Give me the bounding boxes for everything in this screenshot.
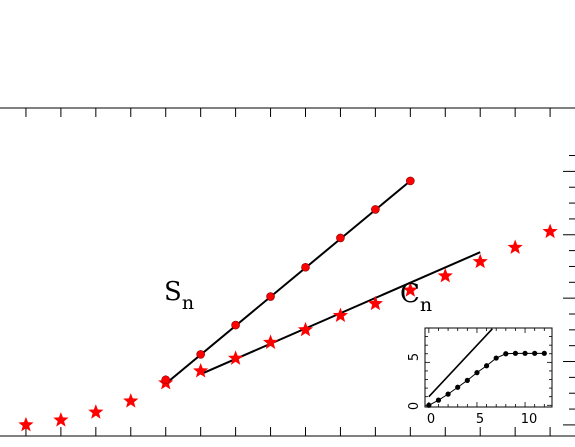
- star-marker: [367, 295, 383, 311]
- inset-tick-labels: 0 5 10 0 5: [407, 353, 537, 427]
- inset-circle-marker: [483, 363, 490, 369]
- annotation-s-sub: n: [182, 292, 194, 314]
- star-marker: [402, 282, 418, 297]
- star-marker: [18, 416, 34, 432]
- star-marker: [437, 267, 453, 283]
- inset-circle-marker: [464, 377, 470, 383]
- circle-marker: [371, 205, 380, 214]
- star-marker: [262, 334, 279, 349]
- star-marker: [88, 404, 104, 419]
- inset-ticks: [425, 328, 552, 407]
- star-marker: [123, 393, 139, 408]
- inset-marks: [426, 350, 547, 408]
- inset-x-tick-label: 10: [521, 412, 538, 427]
- inset-circle-marker: [474, 370, 480, 376]
- annotation-c-sub: n: [420, 294, 432, 316]
- inset-circle-marker: [455, 384, 461, 390]
- inset-fit-line: [428, 328, 493, 398]
- inset-circle-marker: [512, 350, 519, 356]
- star-marker: [53, 412, 69, 427]
- inset-y-tick-label: 0: [407, 402, 422, 410]
- circle-marker: [336, 233, 345, 243]
- circle-marker: [266, 292, 275, 301]
- annotation-c-base: C: [400, 279, 420, 309]
- main-plot: Sn Cn: [0, 107, 575, 437]
- inset-circle-marker: [426, 402, 432, 408]
- annotation-c: Cn: [400, 279, 432, 316]
- inset-circle-marker: [532, 350, 538, 356]
- inset-y-tick-label: 5: [407, 353, 422, 361]
- main-ticks: [25, 108, 575, 436]
- inset-circle-marker: [445, 391, 451, 397]
- star-marker: [542, 223, 558, 239]
- inset-circle-marker: [435, 397, 442, 403]
- star-marker: [507, 239, 523, 254]
- star-marker: [193, 363, 209, 378]
- circle-marker: [301, 262, 310, 272]
- inset-circle-marker: [493, 355, 499, 361]
- circle-marker: [161, 375, 171, 385]
- main-plot-frame: [0, 107, 575, 437]
- inset-x-tick-label: 5: [476, 412, 484, 427]
- annotation-s-base: S: [164, 277, 182, 307]
- inset-circle-marker: [541, 350, 547, 356]
- star-marker: [332, 307, 349, 323]
- main-fit-line: [165, 180, 411, 385]
- star-marker: [472, 253, 488, 269]
- star-marker: [228, 350, 244, 365]
- inset-plot: 0 5 10 0 5: [407, 327, 553, 427]
- star-marker: [297, 321, 314, 337]
- inset-circle-marker: [503, 351, 509, 357]
- inset-circle-marker: [522, 350, 528, 356]
- annotation-s: Sn: [164, 277, 194, 314]
- circle-marker: [196, 350, 205, 359]
- inset-x-tick-label: 0: [427, 412, 435, 427]
- circle-marker: [406, 176, 415, 186]
- main-marks: [18, 176, 558, 432]
- circle-marker: [231, 320, 240, 330]
